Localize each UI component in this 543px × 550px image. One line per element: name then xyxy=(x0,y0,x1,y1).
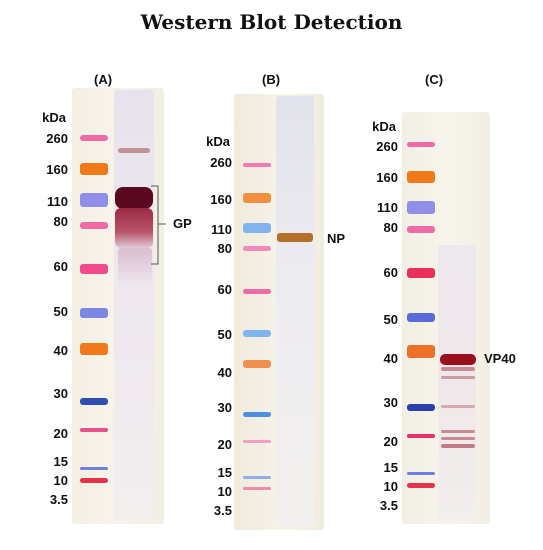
marker-label: 160 xyxy=(46,162,68,177)
ladder-band xyxy=(243,163,271,167)
marker-label: 10 xyxy=(217,484,232,499)
ladder-band xyxy=(80,222,108,229)
ladder-band xyxy=(243,246,271,251)
panel-a-letter: (A) xyxy=(94,72,113,87)
sample-band xyxy=(441,367,475,371)
ladder-band xyxy=(80,135,108,141)
ladder-band xyxy=(407,434,435,438)
ladder-band xyxy=(80,428,108,432)
ladder-band xyxy=(243,487,271,490)
ladder-band xyxy=(407,345,435,358)
panel-c-letter: (C) xyxy=(425,72,444,87)
sample-band xyxy=(118,148,150,153)
gp-band-tail xyxy=(118,248,152,284)
marker-label: 3.5 xyxy=(213,503,232,518)
marker-label: 80 xyxy=(53,214,68,229)
panel-b-kda: kDa xyxy=(206,134,230,149)
ladder-band xyxy=(243,223,271,233)
marker-label: 20 xyxy=(53,426,68,441)
marker-label: 15 xyxy=(217,465,232,480)
marker-label: 3.5 xyxy=(49,492,68,507)
panel-a-sample-lane xyxy=(114,90,154,520)
ladder-band xyxy=(80,264,108,274)
ladder-band xyxy=(407,268,435,278)
panel-b-sample-lane xyxy=(276,96,314,526)
sample-band xyxy=(441,437,475,440)
ladder-band xyxy=(243,476,271,479)
ladder-band xyxy=(80,398,108,405)
marker-label: 50 xyxy=(217,327,232,342)
ladder-band xyxy=(243,412,271,417)
marker-label: 60 xyxy=(383,265,398,280)
marker-label: 60 xyxy=(53,259,68,274)
ladder-band xyxy=(243,360,271,368)
ladder-band xyxy=(243,330,271,337)
marker-label: 30 xyxy=(53,386,68,401)
marker-label: 15 xyxy=(53,454,68,469)
ladder-band xyxy=(243,193,271,203)
ladder-band xyxy=(80,308,108,318)
marker-label: 40 xyxy=(383,351,398,366)
ladder-band xyxy=(407,404,435,411)
panel-b-letter: (B) xyxy=(262,72,281,87)
marker-label: 15 xyxy=(383,460,398,475)
ladder-band xyxy=(407,226,435,233)
panel-a-kda: kDa xyxy=(42,110,66,125)
ladder-band xyxy=(407,313,435,322)
vp40-label: VP40 xyxy=(484,351,516,366)
ladder-band xyxy=(243,440,271,443)
marker-label: 80 xyxy=(217,241,232,256)
np-label: NP xyxy=(327,231,346,246)
gp-band xyxy=(115,187,153,209)
vp40-band xyxy=(440,354,476,365)
gp-label: GP xyxy=(173,216,192,231)
marker-label: 40 xyxy=(53,343,68,358)
ladder-band xyxy=(407,201,435,214)
ladder-band xyxy=(407,472,435,475)
marker-label: 20 xyxy=(217,437,232,452)
marker-label: 110 xyxy=(47,194,68,209)
ladder-band xyxy=(80,343,108,355)
marker-label: 260 xyxy=(376,139,398,154)
sample-band xyxy=(441,430,475,433)
ladder-band xyxy=(80,193,108,207)
ladder-band xyxy=(80,163,108,175)
marker-label: 80 xyxy=(383,220,398,235)
sample-band xyxy=(441,405,475,408)
marker-label: 260 xyxy=(46,131,68,146)
sample-band xyxy=(441,376,475,379)
ladder-band xyxy=(80,467,108,470)
marker-label: 10 xyxy=(383,479,398,494)
marker-label: 50 xyxy=(53,304,68,319)
np-band xyxy=(277,233,313,242)
marker-label: 20 xyxy=(383,434,398,449)
marker-label: 260 xyxy=(210,155,232,170)
ladder-band xyxy=(243,289,271,294)
marker-label: 160 xyxy=(210,192,232,207)
marker-label: 30 xyxy=(217,400,232,415)
panel-c-sample-lane xyxy=(438,245,476,520)
marker-label: 40 xyxy=(217,365,232,380)
marker-label: 3.5 xyxy=(379,498,398,513)
panel-c-kda: kDa xyxy=(372,119,396,134)
ladder-band xyxy=(407,171,435,183)
marker-label: 160 xyxy=(376,170,398,185)
ladder-band xyxy=(407,483,435,488)
gp-band-smear xyxy=(115,208,153,248)
ladder-band xyxy=(80,478,108,483)
sample-band xyxy=(441,444,475,448)
marker-label: 110 xyxy=(211,222,232,237)
marker-label: 50 xyxy=(383,312,398,327)
marker-label: 10 xyxy=(53,473,68,488)
marker-label: 60 xyxy=(217,282,232,297)
ladder-band xyxy=(407,142,435,147)
marker-label: 30 xyxy=(383,395,398,410)
figure-title: Western Blot Detection xyxy=(140,10,403,34)
marker-label: 110 xyxy=(377,200,398,215)
